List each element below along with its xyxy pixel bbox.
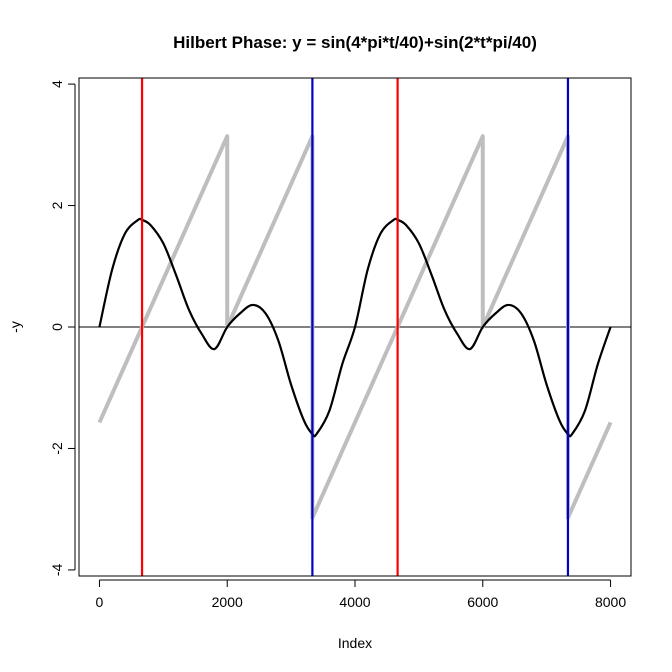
x-tick-label: 2000 bbox=[212, 594, 243, 610]
y-tick-label: 4 bbox=[49, 80, 65, 88]
y-tick-label: -2 bbox=[49, 442, 65, 455]
y-tick-label: 2 bbox=[49, 201, 65, 209]
x-tick-label: 8000 bbox=[595, 594, 626, 610]
x-axis: 0 2000 4000 6000 8000 bbox=[96, 579, 626, 610]
x-tick-label: 6000 bbox=[467, 594, 498, 610]
plot-area bbox=[79, 78, 631, 576]
signal-series-line-group bbox=[98, 217, 612, 438]
x-tick-label: 4000 bbox=[339, 594, 370, 610]
chart-title: Hilbert Phase: y = sin(4*pi*t/40)+sin(2*… bbox=[173, 33, 537, 52]
y-tick-label: -4 bbox=[49, 563, 65, 576]
plot-frame bbox=[78, 77, 632, 577]
y-axis: -4 -2 0 2 4 bbox=[49, 80, 76, 576]
x-tick-label: 0 bbox=[96, 594, 104, 610]
signal-series-line bbox=[98, 217, 612, 438]
y-tick-label: 0 bbox=[49, 323, 65, 331]
x-axis-label: Index bbox=[338, 635, 372, 651]
y-axis-label: -y bbox=[7, 321, 23, 333]
